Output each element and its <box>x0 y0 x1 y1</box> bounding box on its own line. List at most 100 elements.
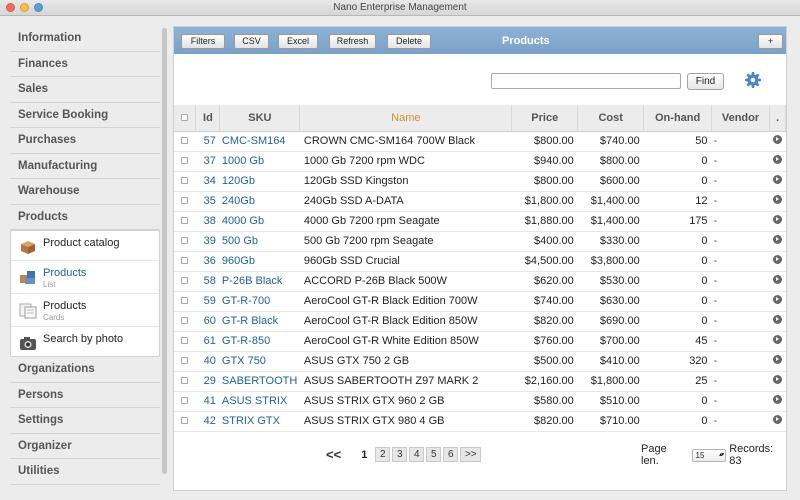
cell-id[interactable]: 57 <box>195 131 220 152</box>
pager-page-button[interactable]: 5 <box>426 447 442 462</box>
open-row-arrow-icon[interactable] <box>772 295 782 304</box>
sidebar-item-purchases[interactable]: Purchases <box>10 128 160 154</box>
pager-next[interactable]: >> <box>460 447 482 462</box>
cell-id[interactable]: 34 <box>195 171 220 192</box>
open-row-arrow-icon[interactable] <box>772 275 782 284</box>
cell-id[interactable]: 58 <box>195 271 220 292</box>
filters-button[interactable]: Filters <box>181 34 225 49</box>
cell-sku[interactable]: GT-R-700 <box>219 291 300 312</box>
maximize-window-button[interactable] <box>34 3 43 12</box>
row-checkbox[interactable] <box>181 157 189 164</box>
add-button[interactable]: + <box>758 34 783 49</box>
row-checkbox[interactable] <box>181 277 189 284</box>
sidebar-item-products[interactable]: Products <box>10 205 160 230</box>
sidebar-item-warehouse[interactable]: Warehouse <box>10 179 160 205</box>
table-row[interactable]: 29 SABERTOOTH ASUS SABERTOOTH Z97 MARK 2 $2… <box>174 371 786 392</box>
minimize-window-button[interactable] <box>20 3 29 12</box>
column-header-cost[interactable]: Cost <box>577 105 645 132</box>
row-checkbox[interactable] <box>181 337 189 344</box>
row-checkbox[interactable] <box>181 377 189 384</box>
cell-sku[interactable]: STRIX GTX <box>219 411 300 432</box>
sidebar-subitem-search-by-photo[interactable]: Search by photo <box>11 327 159 356</box>
page-length-select[interactable]: 15 <box>691 448 727 462</box>
cell-sku[interactable]: 120Gb <box>219 171 300 192</box>
table-row[interactable]: 35 240Gb 240Gb SSD A-DATA $1,800.00 $1,400.0… <box>174 191 786 212</box>
cell-id[interactable]: 60 <box>195 311 220 332</box>
open-row-arrow-icon[interactable] <box>772 335 782 344</box>
table-row[interactable]: 41 ASUS STRIX ASUS STRIX GTX 960 2 GB $580.… <box>174 391 786 412</box>
row-checkbox[interactable] <box>181 297 189 304</box>
cell-sku[interactable]: GTX 750 <box>219 351 300 372</box>
cell-id[interactable]: 42 <box>195 411 220 432</box>
row-checkbox[interactable] <box>181 397 189 404</box>
sidebar-subitem-products-cards[interactable]: Products Cards <box>11 294 159 327</box>
row-checkbox[interactable] <box>181 257 189 264</box>
row-checkbox[interactable] <box>181 137 189 144</box>
row-checkbox[interactable] <box>181 417 189 424</box>
open-row-arrow-icon[interactable] <box>772 235 782 244</box>
row-checkbox[interactable] <box>181 237 189 244</box>
sidebar-item-organizer[interactable]: Organizer <box>10 434 160 459</box>
find-button[interactable]: Find <box>687 73 724 90</box>
column-header-sku[interactable]: SKU <box>219 105 301 132</box>
pager-page-button[interactable]: 2 <box>375 447 391 462</box>
cell-sku[interactable]: 240Gb <box>219 191 300 212</box>
sidebar-item-settings[interactable]: Settings <box>10 408 160 434</box>
close-window-button[interactable] <box>6 3 15 12</box>
open-row-arrow-icon[interactable] <box>772 415 782 424</box>
cell-sku[interactable]: CMC-SM164 <box>219 131 300 152</box>
open-row-arrow-icon[interactable] <box>772 355 782 364</box>
table-row[interactable]: 59 GT-R-700 AeroCool GT-R Black Edition 70… <box>174 291 786 312</box>
row-checkbox[interactable] <box>181 217 189 224</box>
pager-page-button[interactable]: 4 <box>409 447 425 462</box>
cell-sku[interactable]: 1000 Gb <box>219 151 300 172</box>
cell-sku[interactable]: 960Gb <box>219 251 300 272</box>
table-row[interactable]: 40 GTX 750 ASUS GTX 750 2 GB $500.00 $410.00… <box>174 351 786 372</box>
open-row-arrow-icon[interactable] <box>772 375 782 384</box>
cell-sku[interactable]: GT-R Black <box>219 311 300 332</box>
open-row-arrow-icon[interactable] <box>772 395 782 404</box>
delete-button[interactable]: Delete <box>387 34 431 49</box>
pager-page-button[interactable]: 6 <box>443 447 459 462</box>
cell-sku[interactable]: 4000 Gb <box>219 211 300 232</box>
sidebar-item-sales[interactable]: Sales <box>10 77 160 103</box>
cell-sku[interactable]: GT-R-850 <box>219 331 300 352</box>
table-row[interactable]: 42 STRIX GTX ASUS STRIX GTX 980 4 GB $820.0… <box>174 411 786 432</box>
sidebar-scrollbar[interactable] <box>162 28 167 474</box>
select-all-checkbox[interactable] <box>181 113 189 121</box>
csv-button[interactable]: CSV <box>234 34 269 49</box>
cell-id[interactable]: 39 <box>195 231 220 252</box>
table-row[interactable]: 34 120Gb 120Gb SSD Kingston $800.00 $600.00 0… <box>174 171 786 192</box>
open-row-arrow-icon[interactable] <box>772 255 782 264</box>
cell-id[interactable]: 37 <box>195 151 220 172</box>
cell-id[interactable]: 59 <box>195 291 220 312</box>
table-row[interactable]: 37 1000 Gb 1000 Gb 7200 rpm WDC $940.00 $800… <box>174 151 786 172</box>
row-checkbox[interactable] <box>181 197 189 204</box>
cell-sku[interactable]: ASUS STRIX <box>219 391 300 412</box>
refresh-button[interactable]: Refresh <box>329 34 376 49</box>
row-checkbox[interactable] <box>181 317 189 324</box>
column-header-id[interactable]: Id <box>195 105 221 132</box>
cell-id[interactable]: 35 <box>195 191 220 212</box>
cell-id[interactable]: 29 <box>195 371 220 392</box>
open-row-arrow-icon[interactable] <box>772 175 782 184</box>
cell-id[interactable]: 36 <box>195 251 220 272</box>
cell-id[interactable]: 40 <box>195 351 220 372</box>
table-row[interactable]: 58 P-26B Black ACCORD P-26B Black 500W $620… <box>174 271 786 292</box>
column-header-price[interactable]: Price <box>511 105 579 132</box>
cell-sku[interactable]: 500 Gb <box>219 231 300 252</box>
cell-id[interactable]: 38 <box>195 211 220 232</box>
sidebar-subitem-product-catalog[interactable]: Product catalog <box>11 231 159 261</box>
open-row-arrow-icon[interactable] <box>772 155 782 164</box>
sidebar-item-manufacturing[interactable]: Manufacturing <box>10 154 160 179</box>
table-row[interactable]: 36 960Gb 960Gb SSD Crucial $4,500.00 $3,800.… <box>174 251 786 272</box>
cell-sku[interactable]: SABERTOOTH <box>219 371 300 392</box>
cell-id[interactable]: 41 <box>195 391 220 412</box>
row-checkbox[interactable] <box>181 357 189 364</box>
search-input[interactable] <box>491 73 681 89</box>
sidebar-item-information[interactable]: Information <box>10 26 160 52</box>
sidebar-item-organizations[interactable]: Organizations <box>10 357 160 383</box>
cell-sku[interactable]: P-26B Black <box>219 271 300 292</box>
cell-id[interactable]: 61 <box>195 331 220 352</box>
pager-first[interactable]: << <box>326 447 342 462</box>
